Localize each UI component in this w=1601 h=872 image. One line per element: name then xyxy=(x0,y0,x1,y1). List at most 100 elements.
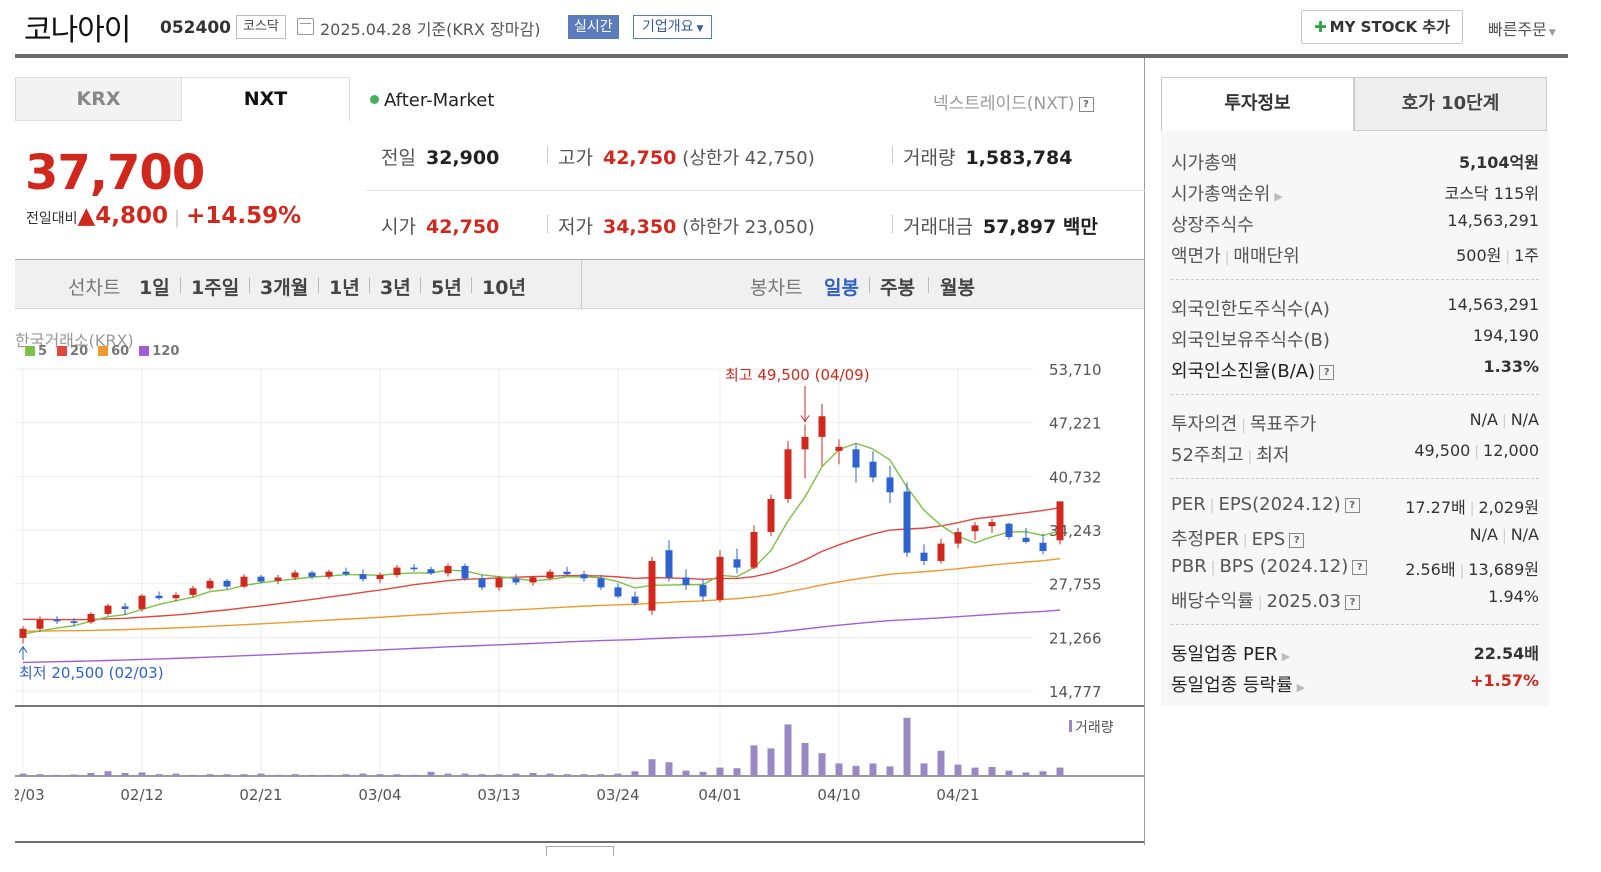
info-value-text: 17.27배 xyxy=(1405,498,1466,517)
help-icon[interactable]: ? xyxy=(1344,497,1360,513)
info-value: 코스닥 115위 xyxy=(1444,180,1539,204)
info-key[interactable]: 동일업종 등락률 ▶ xyxy=(1171,671,1305,697)
legend-label: 60 xyxy=(111,344,130,359)
info-key: 외국인소진율(B/A)? xyxy=(1171,357,1335,383)
candle-body xyxy=(393,567,401,576)
help-icon[interactable]: ? xyxy=(1344,594,1360,610)
period-5y[interactable]: 5년 xyxy=(431,277,462,299)
period-1w[interactable]: 1주일 xyxy=(191,277,240,299)
help-icon[interactable]: ? xyxy=(1352,559,1368,575)
my-stock-add-button[interactable]: ✚ MY STOCK 추가 xyxy=(1301,10,1463,44)
candle-monthly[interactable]: 월봉 xyxy=(940,277,975,299)
tab-investment-info[interactable]: 투자정보 xyxy=(1161,77,1354,131)
legend-item: 20 xyxy=(57,344,88,359)
info-key: 52주최고 | 최저 xyxy=(1171,441,1289,467)
x-tick-label: 02/21 xyxy=(239,786,282,803)
volume-bar xyxy=(801,743,809,776)
tab-krx[interactable]: KRX xyxy=(15,77,182,121)
info-row: 액면가 | 매매단위 500원 | 1주 xyxy=(1171,242,1539,268)
info-key-label: 동일업종 PER xyxy=(1171,644,1278,665)
x-tick-label: 03/04 xyxy=(358,786,401,803)
info-row: 외국인한도주식수(A) 14,563,291 xyxy=(1171,295,1539,321)
info-key-label: 투자의견 xyxy=(1171,414,1238,435)
info-value: 49,500 | 12,000 xyxy=(1414,441,1539,460)
candle-daily[interactable]: 일봉 xyxy=(824,277,859,299)
volume-label: 거래량 xyxy=(1075,720,1114,736)
volume-bar xyxy=(291,774,299,776)
info-key-label: 매매단위 xyxy=(1233,246,1300,267)
stock-chart[interactable]: 53,71047,22140,73234,24327,75521,26614,7… xyxy=(15,358,1144,803)
legend-label: 120 xyxy=(152,344,180,359)
info-row: 52주최고 | 최저 49,500 | 12,000 xyxy=(1171,441,1539,467)
high-annotation: 최고 49,500 (04/09) xyxy=(725,366,870,384)
volume-bar xyxy=(716,767,724,776)
volume-bar xyxy=(274,774,282,776)
company-overview-dropdown[interactable]: 기업개요 ▼ xyxy=(633,15,713,39)
info-key[interactable]: 동일업종 PER ▶ xyxy=(1171,640,1290,666)
volume-bar xyxy=(818,753,826,776)
x-tick-label: 03/13 xyxy=(477,786,520,803)
volume-bar xyxy=(189,774,197,776)
change-percent: +14.59% xyxy=(186,203,302,229)
volume-bar xyxy=(138,772,146,776)
info-value-text: 12,000 xyxy=(1483,441,1539,460)
info-key[interactable]: 시가총액순위 ▶ xyxy=(1171,180,1283,206)
info-key-label: 목표주가 xyxy=(1249,414,1317,435)
separator xyxy=(547,215,548,233)
realtime-button[interactable]: 실시간 xyxy=(568,15,619,39)
info-key-label: EPS(2024.12) xyxy=(1218,494,1341,515)
legend-label: 20 xyxy=(70,344,89,359)
info-value-text: 194,190 xyxy=(1472,326,1539,345)
separator: | xyxy=(1505,249,1511,265)
info-row: PBR | BPS (2024.12)? 2.56배 | 13,689원 xyxy=(1171,556,1539,582)
info-key-label: PER xyxy=(1171,494,1206,515)
volume-bar xyxy=(257,773,265,776)
period-10y[interactable]: 10년 xyxy=(482,277,526,299)
candle-weekly[interactable]: 주봉 xyxy=(880,277,915,299)
quote-open: 시가 42,750 xyxy=(381,212,499,239)
quote-upper-limit: (상한가 42,750) xyxy=(682,148,815,169)
help-icon[interactable]: ? xyxy=(1289,532,1305,548)
period-1y[interactable]: 1년 xyxy=(329,277,360,299)
period-3m[interactable]: 3개월 xyxy=(260,277,309,299)
quote-high: 고가 42,750 (상한가 42,750) xyxy=(558,143,815,170)
info-key-label: 동일업종 등락률 xyxy=(1171,675,1293,696)
volume-bar xyxy=(733,768,741,776)
info-key: 투자의견 | 목표주가 xyxy=(1171,410,1316,436)
nextrade-link[interactable]: 넥스트레이드(NXT)? xyxy=(933,89,1094,114)
info-value-text: 14,563,291 xyxy=(1447,295,1539,314)
candle-body xyxy=(410,567,418,570)
info-value-text: N/A xyxy=(1510,525,1539,544)
price-change: 전일대비▲4,800 | +14.59% xyxy=(26,203,301,229)
info-key: 시가총액 xyxy=(1171,149,1237,175)
info-key-label: 외국인한도주식수(A) xyxy=(1171,299,1330,320)
help-icon[interactable]: ? xyxy=(1319,364,1335,380)
candle-body xyxy=(852,449,860,468)
tab-nxt[interactable]: NXT xyxy=(182,77,350,121)
info-row: 상장주식수 14,563,291 xyxy=(1171,211,1539,237)
chart-period-bar: 선차트 1일 1주일 3개월 1년 3년 5년 10년 봉차트 일봉 주봉 월봉 xyxy=(15,259,1144,310)
chevron-down-icon: ▼ xyxy=(696,24,704,34)
quick-order-button[interactable]: 빠른주문 ▼ xyxy=(1488,16,1556,40)
candle-body xyxy=(478,578,486,588)
nextrade-label: 넥스트레이드(NXT) xyxy=(933,94,1075,114)
info-row: 시가총액 5,104억원 xyxy=(1171,149,1539,175)
info-value-text: 2,029원 xyxy=(1478,498,1539,517)
y-tick-label: 47,221 xyxy=(1049,415,1102,433)
chart-legend: 5 20 60 120 xyxy=(25,344,189,359)
help-icon[interactable]: ? xyxy=(1078,96,1094,112)
info-key-label: 최저 xyxy=(1256,445,1290,466)
expand-chart-tab[interactable] xyxy=(546,846,614,856)
volume-bar xyxy=(886,766,894,776)
quote-low-value: 34,350 xyxy=(602,216,677,238)
info-value-text: 49,500 xyxy=(1414,441,1471,460)
info-value-text: 13,689원 xyxy=(1468,560,1539,579)
period-3y[interactable]: 3년 xyxy=(380,277,411,299)
candle-body xyxy=(223,580,231,587)
tab-orderbook-10[interactable]: 호가 10단계 xyxy=(1354,77,1547,131)
period-1d[interactable]: 1일 xyxy=(139,277,170,299)
volume-bar xyxy=(648,759,656,776)
legend-item: 120 xyxy=(139,344,179,359)
volume-bar xyxy=(495,774,503,776)
quote-low-label: 저가 xyxy=(558,216,593,238)
